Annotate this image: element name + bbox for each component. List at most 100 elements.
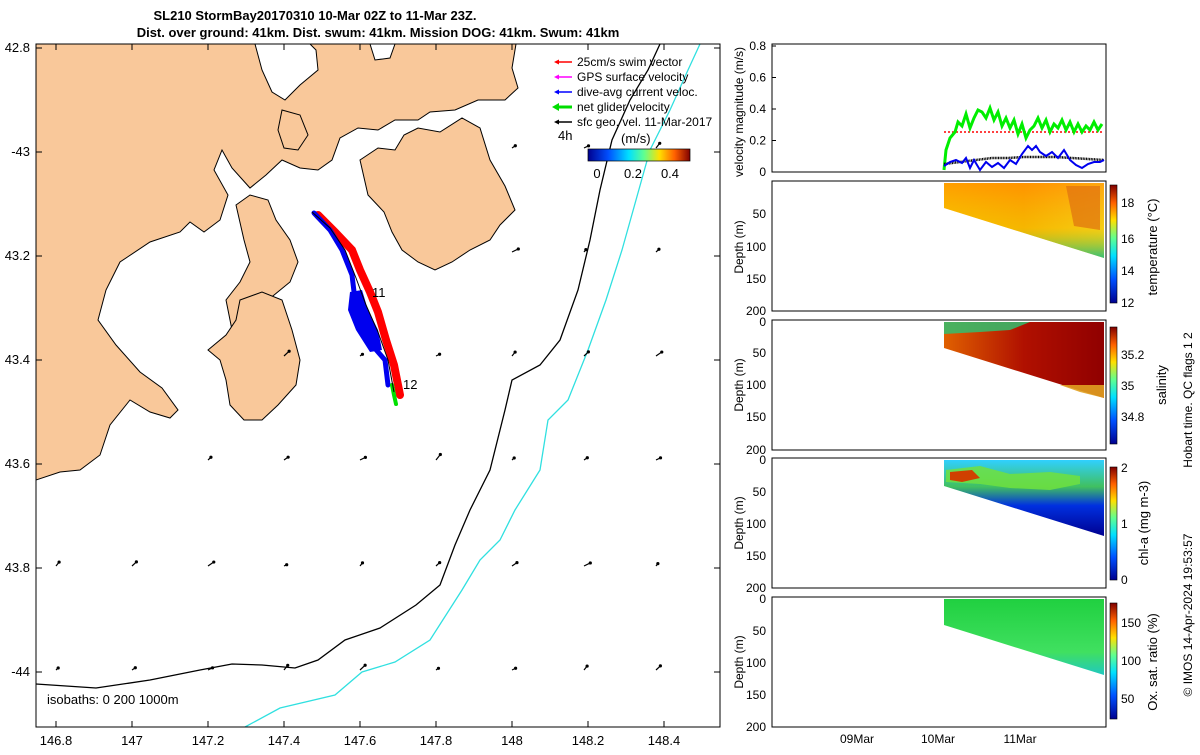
velocity-ytick-label: 0.8 (749, 39, 766, 53)
isobath-1000m (244, 44, 701, 727)
geo-velocity-arrowhead (585, 664, 589, 668)
salinity-ctick-0: 35.2 (1121, 348, 1145, 362)
geo-velocity-arrowhead (515, 561, 519, 565)
map-legend: 25cm/s swim vector GPS surface velocity … (552, 55, 713, 129)
oxygen-panel: Depth (m) 150 100 50 Ox. sat. ratio (%) … (732, 592, 1160, 734)
geo-velocity-arrowhead (658, 456, 663, 460)
geo-velocity-arrowhead (286, 663, 290, 667)
salinity-section (944, 322, 1104, 398)
temperature-ctick-2: 14 (1121, 264, 1135, 278)
colorbar-tick-0: 0 (593, 166, 600, 181)
title-line-2: Dist. over ground: 41km. Dist. swum: 41k… (137, 25, 620, 40)
geo-velocity-arrowhead (438, 452, 442, 457)
track-label-11: 11 (372, 285, 386, 300)
temperature-ytick-100: 100 (746, 240, 766, 254)
velocity-ytick-label: 0.4 (749, 102, 766, 116)
salinity-surface-fresh (944, 322, 1030, 334)
map-ytick-label: 43.2 (5, 248, 30, 263)
time-axis: 09Mar 10Mar 11Mar (840, 732, 1037, 746)
track-label-12: 12 (403, 377, 417, 392)
temperature-ytick-200: 200 (746, 304, 766, 318)
temperature-colorbar (1109, 184, 1118, 304)
geo-velocity-arrowhead (285, 563, 289, 567)
map-xtick-label: 148.2 (572, 733, 605, 748)
geo-velocity-arrowhead (133, 666, 137, 670)
time-tick-10mar: 10Mar (921, 732, 955, 746)
chla-panel: Depth (m) 2 1 0 chl-a (mg m-3) 0 50 100 … (732, 453, 1151, 595)
geo-velocity-arrowhead (134, 560, 138, 564)
geo-velocity-arrowhead (363, 455, 368, 459)
chla-ctick-1: 1 (1121, 517, 1128, 531)
temperature-ctick-0: 18 (1121, 196, 1135, 210)
geo-velocity-arrowhead (586, 144, 591, 148)
map-xtick-label: 147.6 (344, 733, 377, 748)
legend-label-gps: GPS surface velocity (577, 70, 688, 84)
legend-label-swim: 25cm/s swim vector (577, 55, 682, 69)
salinity-ylabel: Depth (m) (732, 358, 746, 411)
map-ytick-label: -43 (11, 144, 30, 159)
colorbar-time-label: 4h (558, 128, 572, 143)
oxygen-colorbar (1109, 602, 1118, 720)
map-frame (35, 43, 721, 728)
colorbar-gradient (587, 148, 691, 162)
temperature-ytick-150: 150 (746, 272, 766, 286)
geo-velocity-arrowhead (514, 666, 518, 670)
map-xtick-label: 148.4 (648, 733, 681, 748)
geo-velocity-arrowhead (57, 560, 61, 564)
time-tick-11mar: 11Mar (1003, 732, 1036, 746)
chla-ylabel: Depth (m) (732, 496, 746, 549)
geo-velocity-arrowhead (56, 666, 60, 670)
oxygen-section (944, 599, 1104, 675)
map-xtick-label: 147.8 (420, 733, 453, 748)
land-tasman-peninsula (207, 291, 301, 421)
velocity-ytick-label: 0 (759, 165, 766, 179)
chla-ctick-0: 2 (1121, 461, 1128, 475)
net-velocity-track (390, 383, 398, 406)
geo-velocity-arrowhead (212, 560, 216, 564)
velocity-y-ticks: 0 0.2 0.4 0.6 0.8 (749, 39, 776, 179)
map-xtick-label: 147.2 (192, 733, 225, 748)
legend-gps-velocity: GPS surface velocity (554, 70, 688, 84)
geo-velocity-arrowhead (363, 663, 367, 667)
map-ytick-label: 42.8 (5, 40, 30, 55)
chla-y-ticks: 0 50 100 150 200 (746, 453, 766, 595)
velocity-ytick-label: 0.2 (749, 134, 766, 148)
salinity-panel: Depth (m) 35.2 35 34.8 salinity 0 50 100… (732, 315, 1169, 457)
oxygen-ctick-1: 100 (1121, 654, 1141, 668)
imos-credit: © IMOS 14-Apr-2024 19:53:57 (1181, 533, 1195, 696)
map-xtick-label: 148 (501, 733, 523, 748)
chla-ctick-2: 0 (1121, 573, 1128, 587)
temperature-ytick-50: 50 (753, 207, 767, 221)
net-velocity-line (942, 103, 1104, 171)
geo-velocity-arrowhead (658, 664, 662, 668)
colorbar-tick-2: 0.4 (661, 166, 679, 181)
geo-velocity-arrowhead (658, 141, 662, 145)
chla-clabel: chl-a (mg m-3) (1136, 481, 1151, 566)
geo-velocity-arrowhead (360, 352, 365, 356)
speed-colorbar: 4h (m/s) 0 0.2 0.4 (558, 128, 691, 181)
current-patch-1 (348, 290, 382, 352)
geo-velocity-arrowhead (584, 248, 588, 252)
time-tick-09mar: 09Mar (840, 732, 874, 746)
sfc-geo-velocity-line (943, 155, 1105, 166)
legend-swim-vector: 25cm/s swim vector (554, 55, 682, 69)
geo-velocity-arrowhead (209, 455, 213, 459)
map-xtick-label: 147.4 (268, 733, 301, 748)
chla-ytick-150: 150 (746, 549, 766, 563)
qc-note: Hobart time. QC flags 1 2 (1181, 332, 1195, 468)
salinity-clabel: salinity (1154, 365, 1169, 405)
geo-velocity-arrowhead (588, 561, 592, 565)
geo-velocity-arrowhead (513, 350, 517, 354)
geo-velocity-arrowhead (360, 561, 365, 565)
geo-velocity-arrowhead (657, 247, 661, 251)
salinity-ytick-100: 100 (746, 378, 766, 392)
map-ytick-label: -44 (11, 664, 30, 679)
map-panel: 11 12 isobaths: 0 200 1000m 146.8 147 147.… (5, 40, 721, 748)
map-xtick-label: 147 (121, 733, 143, 748)
oxygen-y-ticks: 0 50 100 150 200 (746, 592, 766, 734)
salinity-ctick-1: 35 (1121, 379, 1135, 393)
legend-label-current: dive-avg current veloc. (577, 85, 698, 99)
isobath-legend: isobaths: 0 200 1000m (47, 692, 179, 707)
temperature-warm-patch (1066, 186, 1100, 230)
